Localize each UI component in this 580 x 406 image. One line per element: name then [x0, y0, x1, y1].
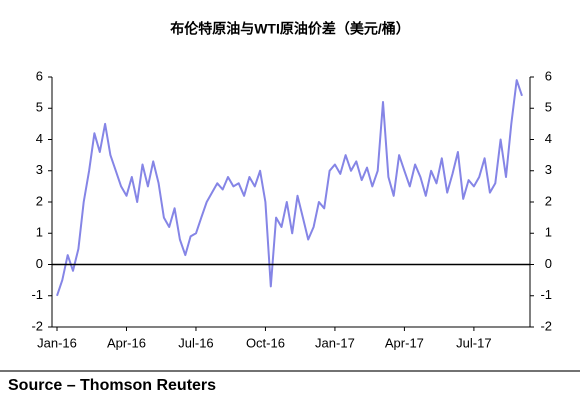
x-tick-label: Oct-16 [246, 335, 285, 350]
x-tick-label: Jan-17 [315, 335, 355, 350]
y2-tick-label: -2 [540, 318, 552, 333]
y-tick-label: 5 [36, 100, 43, 115]
y-tick-label: 4 [36, 131, 43, 146]
y-tick-label: -2 [31, 318, 43, 333]
y2-tick-label: 5 [545, 100, 552, 115]
y-tick-label: 0 [36, 256, 43, 271]
x-tick-label: Apr-17 [385, 335, 424, 350]
y-tick-label: 2 [36, 193, 43, 208]
y2-tick-label: 6 [545, 68, 552, 83]
y2-tick-label: 4 [545, 131, 552, 146]
y-tick-label: 1 [36, 225, 43, 240]
x-tick-label: Jul-16 [178, 335, 213, 350]
chart-title: 布伦特原油与WTI原油价差（美元/桶） [170, 21, 410, 37]
x-tick-label: Apr-16 [107, 335, 146, 350]
y2-tick-label: 0 [545, 256, 552, 271]
x-tick-label: Jan-16 [37, 335, 77, 350]
y2-tick-label: -1 [540, 287, 552, 302]
x-tick-label: Jul-17 [456, 335, 491, 350]
source-note: Source – Thomson Reuters [8, 377, 216, 394]
y-tick-label: 6 [36, 68, 43, 83]
y-tick-label: -1 [31, 287, 43, 302]
y2-tick-label: 1 [545, 225, 552, 240]
y2-tick-label: 2 [545, 193, 552, 208]
y-tick-label: 3 [36, 162, 43, 177]
data-line [56, 79, 523, 297]
y2-tick-label: 3 [545, 162, 552, 177]
